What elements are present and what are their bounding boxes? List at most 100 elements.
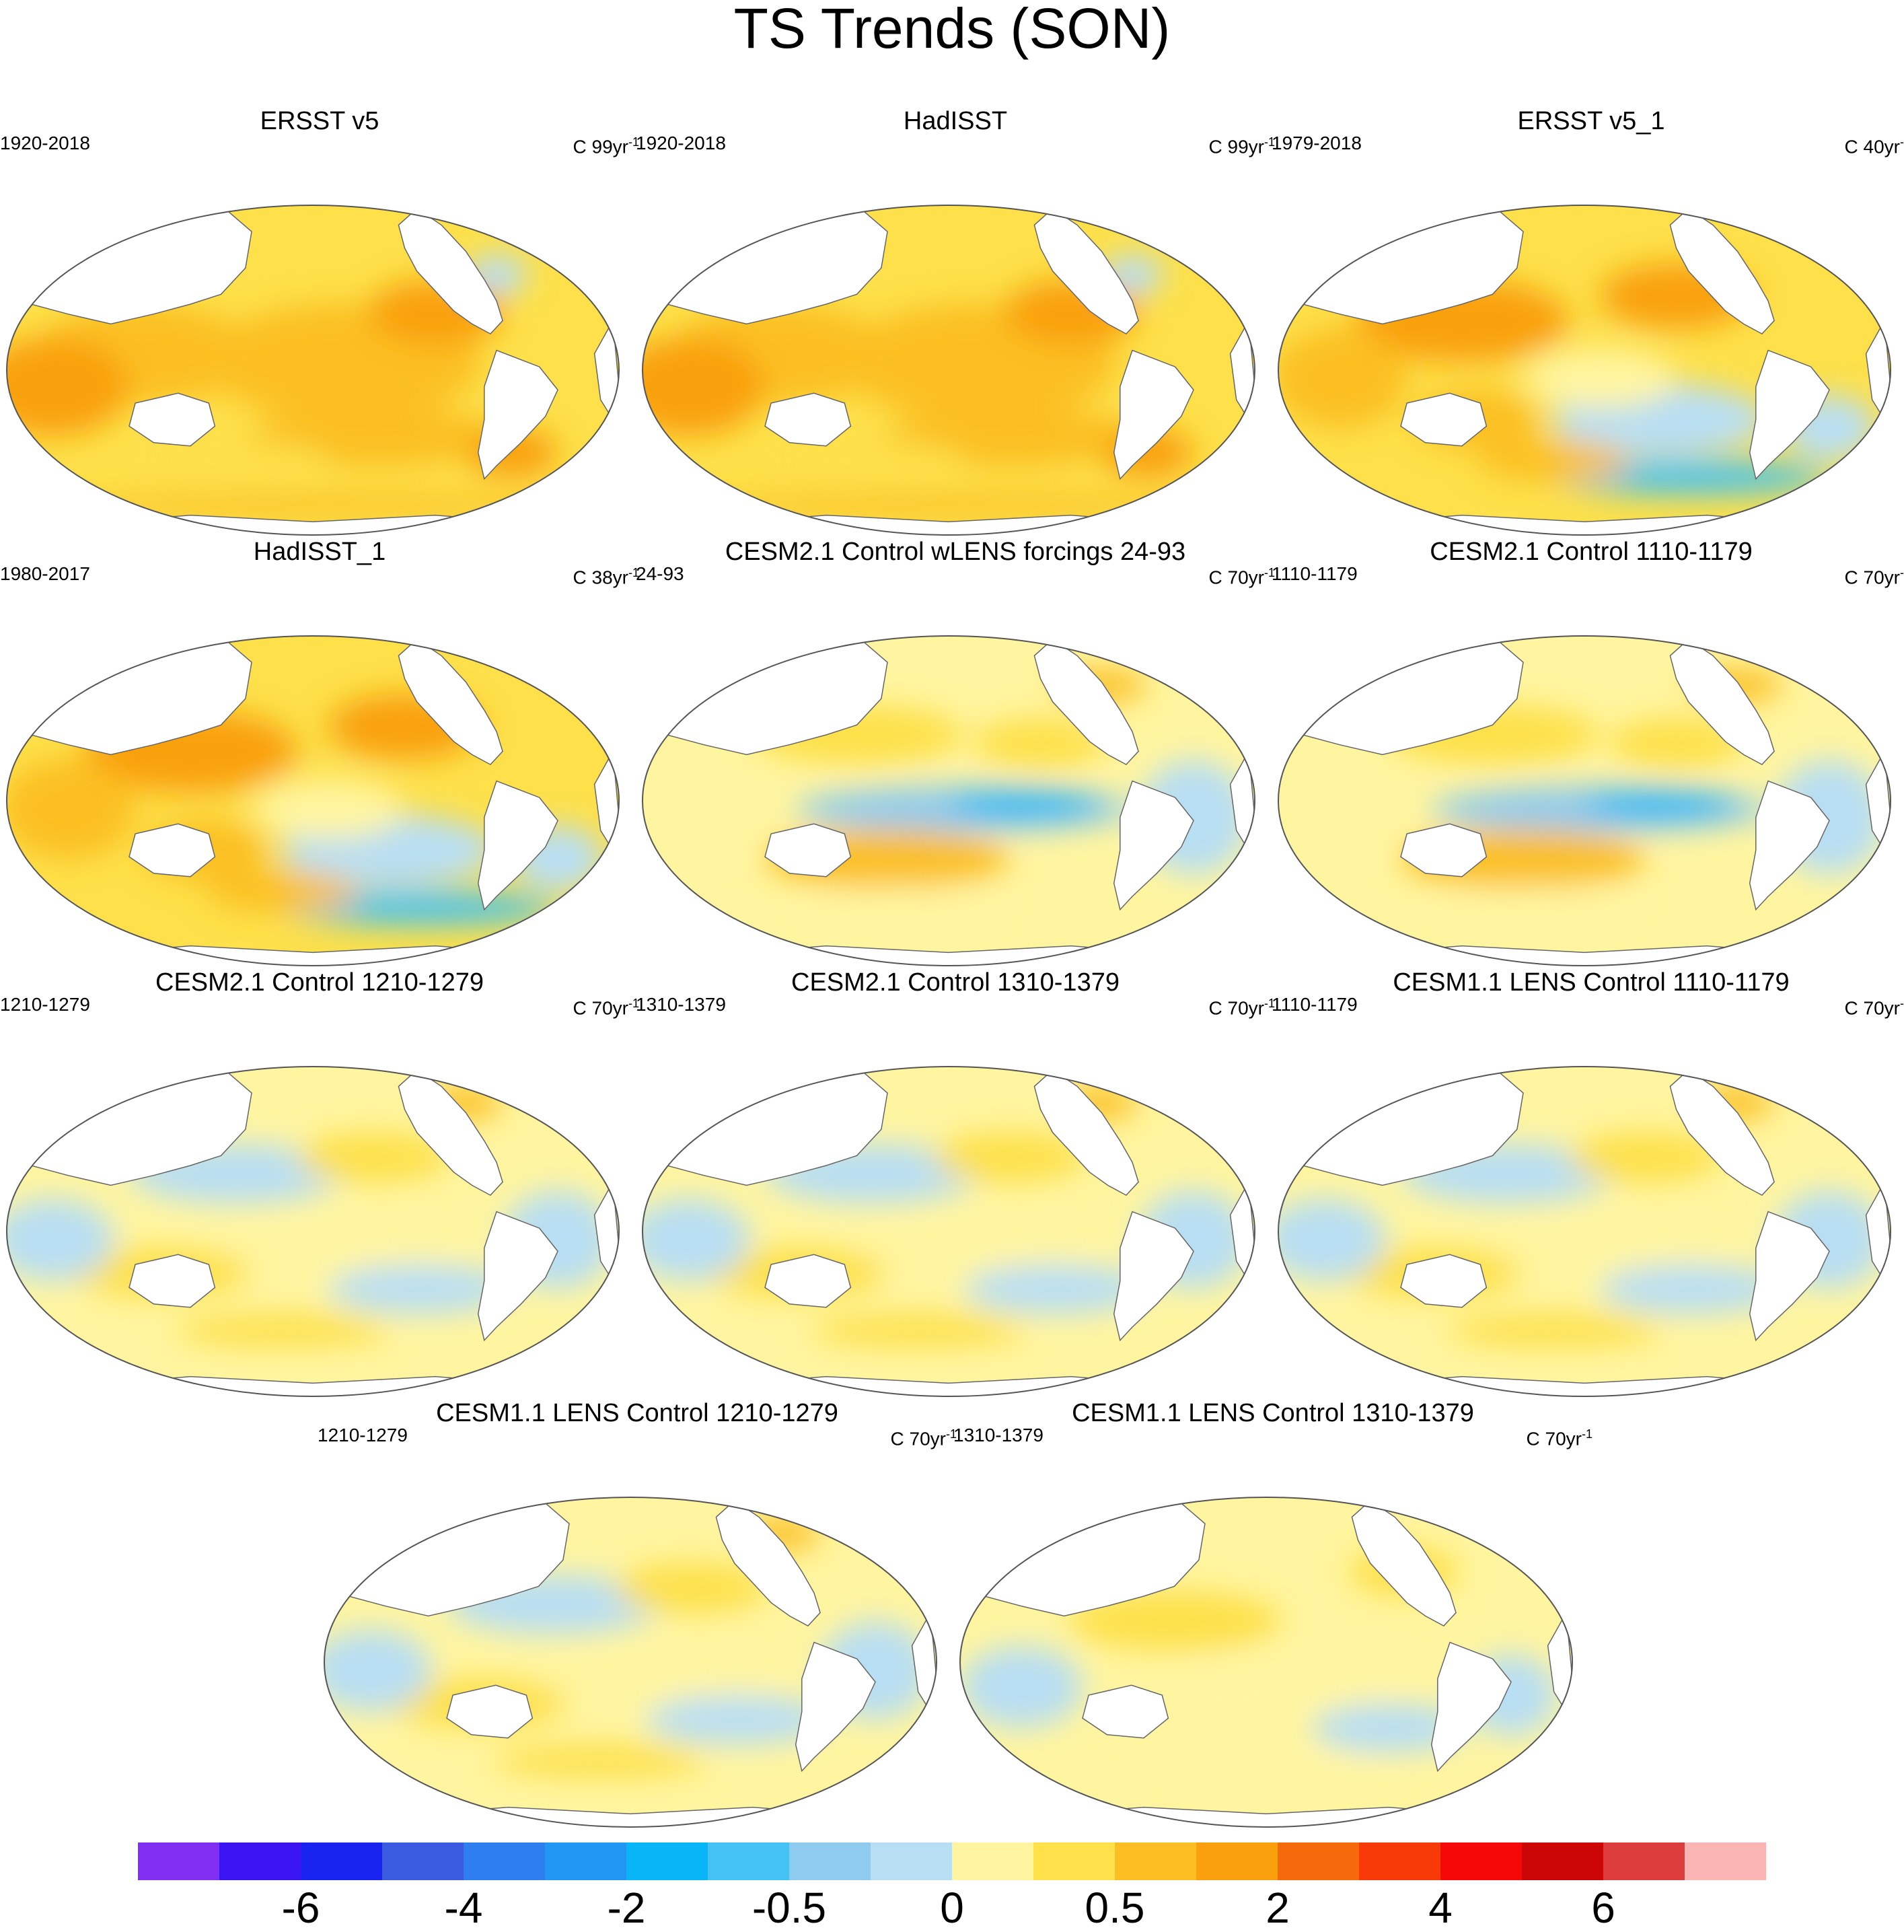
panel-title: CESM2.1 Control 1310-1379: [791, 968, 1120, 997]
map-panel: CESM2.1 Control 1110-1179 1110-1179 C 70yr…: [1272, 538, 1904, 969]
trend-anomaly-region: [205, 871, 359, 912]
map-panel: CESM1.1 LENS Control 1210-1279 1210-1279 C…: [318, 1399, 957, 1830]
trend-anomaly-region: [328, 1264, 512, 1314]
panel-units-base: C 99yr: [573, 136, 628, 157]
land-namerica: [1669, 207, 1775, 335]
colorbar-swatch: [1033, 1842, 1115, 1880]
land-africa: [1865, 319, 1891, 421]
colorbar-swatch: [1196, 1842, 1278, 1880]
trend-anomaly-region: [1609, 718, 1744, 768]
land-australia: [1400, 392, 1488, 447]
colorbar-swatch: [1603, 1842, 1685, 1880]
colorbar-swatch: [952, 1842, 1034, 1880]
land-samerica: [1113, 349, 1194, 480]
trend-anomaly-region: [645, 1695, 830, 1745]
robinson-map: [1278, 205, 1891, 536]
trend-anomaly-region: [492, 1744, 707, 1778]
trend-anomaly-region: [52, 495, 573, 515]
colorbar-tick-label: -2: [607, 1884, 646, 1932]
land-samerica: [1113, 1211, 1194, 1342]
trend-anomaly-region: [811, 1314, 1025, 1347]
panel-units: C 38yr-1: [573, 561, 639, 589]
panel-units-base: C 70yr: [573, 997, 628, 1019]
land-namerica: [1351, 1499, 1457, 1627]
robinson-map: [6, 205, 620, 536]
panel-units-base: C 38yr: [573, 567, 628, 588]
colorbar: [138, 1842, 1766, 1880]
map-border: [642, 635, 1255, 966]
panel-units-base: C 40yr: [1844, 136, 1900, 157]
trend-anomaly-region: [1278, 1198, 1386, 1281]
land-samerica: [1749, 1211, 1830, 1342]
panel-units: C 70yr-1: [573, 992, 639, 1019]
panel-units-exponent: -1: [628, 135, 639, 149]
land-samerica: [1749, 780, 1830, 911]
land-samerica: [1749, 349, 1830, 480]
colorbar-swatch: [1440, 1842, 1523, 1880]
land-australia: [1400, 823, 1488, 878]
colorbar-swatch: [1685, 1842, 1766, 1880]
colorbar-swatch: [789, 1842, 871, 1880]
panel-period: 1979-2018: [1272, 133, 1362, 153]
land-africa: [1229, 1180, 1255, 1283]
colorbar-tick-label: 2: [1266, 1884, 1290, 1932]
colorbar-tick-label: -0.5: [752, 1884, 827, 1932]
panel-units-base: C 70yr: [1844, 567, 1900, 588]
map-border: [6, 635, 620, 966]
panel-units-exponent: -1: [1581, 1427, 1592, 1441]
trend-anomaly-region: [949, 791, 1102, 818]
land-africa: [593, 750, 619, 852]
panel-units: C 99yr-1: [573, 131, 639, 158]
panel-title: CESM2.1 Control wLENS forcings 24-93: [725, 538, 1186, 566]
colorbar-swatch: [301, 1842, 383, 1880]
colorbar-swatch: [708, 1842, 790, 1880]
land-europe: [1847, 1115, 1891, 1157]
trend-anomaly-region: [688, 495, 1209, 515]
colorbar-tick-label: 4: [1428, 1884, 1453, 1932]
panel-period: 1110-1179: [1272, 994, 1358, 1015]
trend-anomaly-region: [1599, 1264, 1784, 1314]
robinson-map: [959, 1497, 1573, 1828]
trend-anomaly-region: [324, 1629, 432, 1712]
land-africa: [911, 1611, 937, 1713]
land-namerica: [1669, 1069, 1775, 1196]
trend-anomaly-region: [1447, 1314, 1661, 1347]
land-africa: [1547, 1611, 1572, 1713]
land-africa: [1865, 750, 1891, 852]
colorbar-swatch: [1115, 1842, 1197, 1880]
trend-anomaly-region: [973, 718, 1108, 768]
panel-title: CESM1.1 LENS Control 1210-1279: [436, 1399, 838, 1427]
map-border: [324, 1497, 937, 1828]
land-europe: [575, 254, 619, 295]
panel-title: ERSST v5: [260, 107, 379, 135]
panel-period: 1310-1379: [636, 994, 726, 1015]
colorbar-swatch: [464, 1842, 546, 1880]
land-samerica: [795, 1641, 876, 1773]
panel-units: C 70yr-1: [1845, 992, 1904, 1019]
trend-anomaly-region: [960, 1645, 1083, 1728]
colorbar-tick-label: 6: [1591, 1884, 1615, 1932]
panel-title: CESM1.1 LENS Control 1310-1379: [1072, 1399, 1474, 1427]
map-panel: ERSST v5 1920-2018 C 99yr-1: [0, 107, 639, 538]
robinson-map: [642, 205, 1255, 536]
land-namerica: [715, 1499, 821, 1627]
panel-units-exponent: -1: [1899, 997, 1904, 1010]
panel-title: CESM2.1 Control 1210-1279: [155, 968, 484, 997]
panel-units-base: C 70yr: [890, 1428, 946, 1450]
land-australia: [446, 1684, 534, 1739]
panel-units-base: C 70yr: [1526, 1428, 1582, 1450]
land-europe: [1847, 684, 1891, 726]
land-australia: [1400, 1254, 1488, 1308]
land-australia: [129, 823, 216, 878]
panel-units-exponent: -1: [1264, 566, 1275, 579]
map-border: [959, 1497, 1573, 1828]
land-greenland: [520, 639, 577, 686]
figure-title: TS Trends (SON): [733, 0, 1171, 60]
map-border: [642, 1066, 1255, 1397]
land-europe: [1211, 254, 1255, 295]
land-greenland: [838, 1500, 895, 1548]
robinson-map: [324, 1497, 937, 1828]
trend-anomaly-region: [175, 1314, 390, 1347]
land-namerica: [398, 638, 503, 766]
map-border: [1278, 1066, 1891, 1397]
